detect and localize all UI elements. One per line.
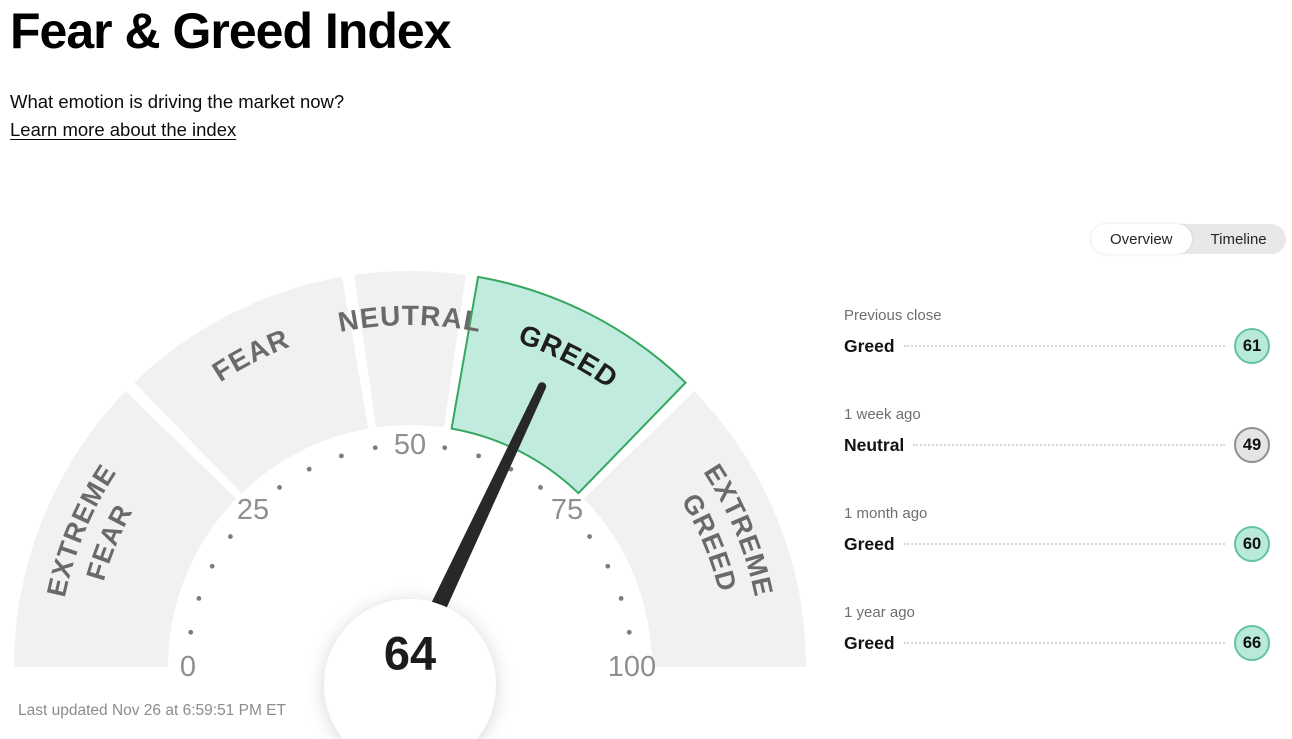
history-score-badge: 66 [1234,625,1270,661]
view-toggle: Overview Timeline [1091,224,1286,254]
history-row-previous-close: Previous close Greed 61 [844,306,1270,364]
gauge-value: 64 [384,627,436,680]
history-category-label: Greed [844,534,895,554]
history-panel: Previous close Greed 61 1 week ago Neutr… [844,306,1270,702]
last-updated-text: Last updated Nov 26 at 6:59:51 PM ET [18,702,286,719]
history-row-1-week: 1 week ago Neutral 49 [844,405,1270,463]
tab-timeline[interactable]: Timeline [1210,230,1267,248]
svg-text:0: 0 [180,651,196,683]
dotted-leader [903,642,1225,644]
history-score-badge: 61 [1234,328,1270,364]
learn-more-link[interactable]: Learn more about the index [10,119,237,140]
page-title: Fear & Greed Index [10,3,451,59]
svg-text:25: 25 [237,494,269,526]
page-subtitle: What emotion is driving the market now? [10,91,345,112]
history-period-label: 1 week ago [844,406,921,423]
dotted-leader [903,345,1225,347]
history-score-badge: 49 [1234,427,1270,463]
svg-text:50: 50 [394,429,426,461]
history-score-badge: 60 [1234,526,1270,562]
history-row-1-month: 1 month ago Greed 60 [844,504,1270,562]
history-category-label: Greed [844,633,895,653]
history-category-label: Greed [844,336,895,356]
dotted-leader [903,543,1225,545]
svg-text:75: 75 [551,494,583,526]
dotted-leader [913,444,1225,446]
history-row-1-year: 1 year ago Greed 66 [844,603,1270,661]
history-period-label: Previous close [844,307,942,324]
svg-text:100: 100 [608,651,656,683]
history-period-label: 1 month ago [844,505,928,522]
history-period-label: 1 year ago [844,604,915,621]
tab-overview[interactable]: Overview [1091,224,1192,254]
history-category-label: Neutral [844,435,905,455]
